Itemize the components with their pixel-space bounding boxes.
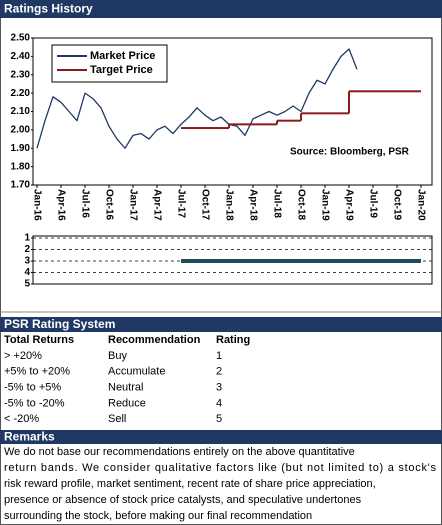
y-tick-label: 2.40	[11, 51, 31, 62]
section-bar	[0, 430, 442, 444]
table-cell: 1	[216, 350, 222, 362]
y-tick-label: 1	[24, 233, 30, 244]
x-tick-label: Jul-18	[271, 189, 282, 218]
remarks-text: We do not base our recommendations entir…	[4, 446, 355, 458]
section-title: Remarks	[4, 430, 55, 444]
table-cell: 4	[216, 397, 222, 409]
y-tick-label: 5	[24, 279, 30, 290]
section-title: PSR Rating System	[4, 317, 115, 331]
x-tick-label: Jan-16	[31, 189, 42, 221]
remarks-text: presence or absence of stock price catal…	[4, 494, 362, 506]
y-tick-label: 1.70	[11, 180, 31, 191]
y-tick-label: 2.10	[11, 106, 31, 117]
remarks-text: surrounding the stock, before making our…	[4, 510, 312, 522]
y-tick-label: 2.50	[11, 33, 31, 44]
y-tick-label: 2.30	[11, 69, 31, 80]
y-tick-label: 4	[24, 267, 30, 278]
table-cell: Neutral	[108, 382, 143, 394]
y-tick-label: 2	[24, 244, 30, 255]
table-cell: 5	[216, 413, 222, 425]
column-header: Rating	[216, 334, 250, 346]
y-tick-label: 1.90	[11, 143, 31, 154]
column-header: Recommendation	[108, 334, 201, 346]
x-tick-label: Jan-18	[223, 189, 234, 221]
x-tick-label: Jul-16	[79, 189, 90, 218]
remarks-text: return bands. We consider qualitative fa…	[4, 462, 437, 474]
y-tick-label: 3	[24, 256, 30, 267]
x-tick-label: Oct-19	[391, 189, 402, 221]
table-cell: > +20%	[4, 350, 42, 362]
x-tick-label: Jul-17	[175, 189, 186, 218]
x-tick-label: Apr-18	[247, 189, 258, 221]
table-cell: 3	[216, 382, 222, 394]
remarks-text: risk reward profile, market sentiment, r…	[4, 478, 376, 490]
table-cell: Reduce	[108, 397, 146, 409]
section-bar	[0, 317, 442, 332]
x-tick-label: Jan-17	[127, 189, 138, 221]
y-tick-label: 2.00	[11, 125, 31, 136]
y-tick-label: 1.80	[11, 161, 31, 172]
x-tick-label: Oct-18	[295, 189, 306, 221]
x-tick-label: Oct-16	[103, 189, 114, 221]
table-cell: Accumulate	[108, 366, 165, 378]
x-tick-label: Oct-17	[199, 189, 210, 221]
table-cell: < -20%	[4, 413, 39, 425]
table-cell: Buy	[108, 350, 127, 362]
table-cell: 2	[216, 366, 222, 378]
source-note: Source: Bloomberg, PSR	[290, 147, 410, 158]
table-cell: -5% to +5%	[4, 382, 61, 394]
legend-box	[51, 44, 168, 83]
y-tick-label: 2.20	[11, 88, 31, 99]
x-tick-label: Apr-16	[55, 189, 66, 221]
legend-label: Market Price	[90, 50, 155, 62]
series-line	[36, 48, 358, 149]
header-bar	[0, 0, 442, 18]
x-tick-label: Jul-19	[367, 189, 378, 218]
chart-title: Ratings History	[4, 2, 93, 16]
legend-label: Target Price	[90, 64, 153, 76]
x-tick-label: Apr-19	[343, 189, 354, 221]
table-cell: Sell	[108, 413, 126, 425]
x-tick-label: Jan-20	[415, 189, 426, 221]
x-tick-label: Jan-19	[319, 189, 330, 221]
x-tick-label: Apr-17	[151, 189, 162, 221]
table-cell: +5% to +20%	[4, 366, 70, 378]
table-cell: -5% to -20%	[4, 397, 65, 409]
column-header: Total Returns	[4, 334, 74, 346]
